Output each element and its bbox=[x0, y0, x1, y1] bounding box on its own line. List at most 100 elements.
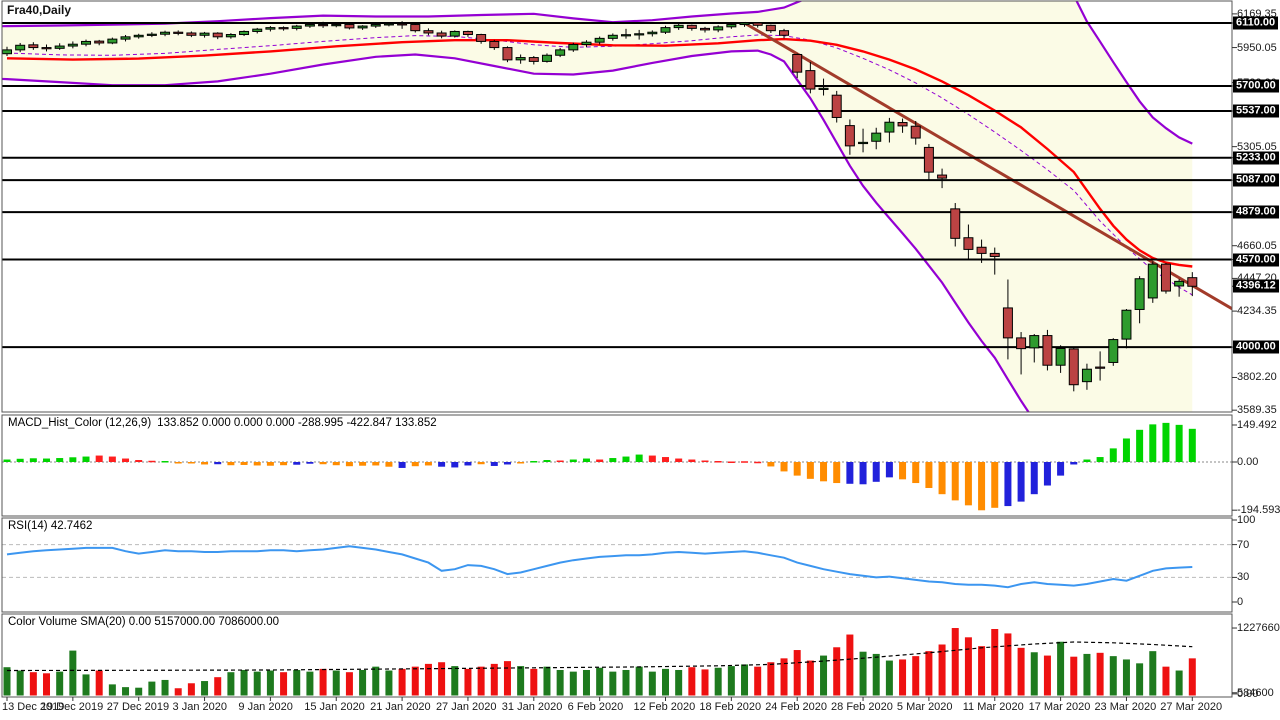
volume-bar bbox=[266, 670, 274, 696]
macd-panel[interactable] bbox=[2, 415, 1232, 516]
bollinger-lower-band bbox=[2, 49, 1030, 412]
symbol-timeframe-label: Fra40,Daily bbox=[7, 3, 72, 17]
price-axis-label: 5950.05 bbox=[1237, 41, 1277, 54]
candle-down bbox=[186, 32, 197, 36]
volume-bar bbox=[372, 666, 380, 696]
price-level-badge: 6110.00 bbox=[1233, 16, 1279, 30]
macd-histogram-bar bbox=[609, 458, 617, 462]
candle-up bbox=[515, 57, 526, 61]
macd-histogram-bar bbox=[1030, 462, 1038, 495]
macd-histogram-bar bbox=[306, 462, 314, 464]
volume-bar bbox=[3, 667, 11, 696]
candle-up bbox=[357, 25, 368, 29]
volume-bar bbox=[227, 672, 235, 696]
candle-up bbox=[581, 41, 592, 46]
candle-down bbox=[436, 32, 447, 37]
volume-bar bbox=[846, 634, 854, 696]
volume-bar bbox=[148, 681, 156, 696]
macd-histogram-bar bbox=[1188, 428, 1196, 462]
rsi-panel[interactable] bbox=[2, 518, 1232, 612]
volume-bar bbox=[556, 669, 564, 696]
macd-histogram-bar bbox=[214, 462, 222, 465]
volume-bar bbox=[214, 677, 222, 696]
candle-down bbox=[502, 47, 513, 61]
macd-histogram-bar bbox=[82, 456, 90, 462]
macd-histogram-bar bbox=[398, 462, 406, 468]
volume-bar bbox=[201, 681, 209, 696]
macd-histogram-bar bbox=[201, 462, 209, 465]
macd-histogram-bar bbox=[332, 462, 340, 466]
volume-bar bbox=[925, 651, 933, 696]
date-label: 6 Feb 2020 bbox=[567, 701, 624, 713]
price-axis-label: 4660.05 bbox=[1237, 239, 1277, 252]
macd-histogram-bar bbox=[543, 460, 551, 462]
candle-up bbox=[858, 141, 869, 145]
red-moving-average bbox=[6, 37, 1193, 268]
macd-histogram-bar bbox=[648, 455, 656, 462]
volume-bar bbox=[648, 671, 656, 696]
volume-bar bbox=[675, 669, 683, 696]
candle-up bbox=[67, 43, 78, 47]
date-label: 27 Jan 2020 bbox=[435, 701, 497, 713]
macd-histogram-bar bbox=[1057, 462, 1065, 476]
macd-histogram-bar bbox=[122, 458, 130, 462]
macd-histogram-bar bbox=[148, 460, 156, 463]
rsi-axis-label: 30 bbox=[1237, 571, 1250, 584]
macd-histogram-bar bbox=[767, 462, 775, 467]
volume-indicator-label: Color Volume SMA(20) 0.00 5157000.00 708… bbox=[8, 616, 280, 628]
volume-plot bbox=[3, 628, 1196, 696]
volume-bar bbox=[1149, 651, 1157, 696]
macd-histogram-bar bbox=[372, 462, 380, 466]
volume-bar bbox=[345, 672, 353, 696]
volume-bar bbox=[135, 687, 143, 696]
candle-down bbox=[344, 24, 355, 29]
macd-histogram-bar bbox=[978, 462, 986, 511]
candle-down bbox=[1068, 348, 1079, 386]
macd-histogram-bar bbox=[464, 462, 472, 466]
candle-down bbox=[989, 252, 1000, 257]
candle-down bbox=[462, 30, 473, 36]
macd-histogram-bar bbox=[56, 458, 64, 462]
macd-histogram-bar bbox=[1096, 457, 1104, 462]
date-label: 19 Dec 2019 bbox=[40, 701, 104, 713]
main-price-panel[interactable] bbox=[2, 1, 1232, 412]
volume-bar bbox=[1162, 666, 1170, 696]
volume-bar bbox=[464, 668, 472, 696]
candle-down bbox=[686, 24, 697, 29]
volume-bar bbox=[622, 669, 630, 696]
candle-up bbox=[133, 34, 144, 38]
macd-histogram-bar bbox=[266, 462, 274, 466]
candle-up bbox=[331, 24, 342, 27]
volume-bar bbox=[1083, 653, 1091, 696]
macd-histogram-bar bbox=[622, 456, 630, 462]
volume-bar bbox=[793, 650, 801, 696]
macd-histogram-bar bbox=[925, 462, 933, 488]
candle-up bbox=[199, 32, 210, 36]
candle-down bbox=[1002, 307, 1013, 339]
price-level-badge: 5087.00 bbox=[1233, 173, 1279, 187]
macd-axis-label: -194.593 bbox=[1237, 504, 1280, 517]
volume-bar bbox=[701, 669, 709, 696]
candle-down bbox=[212, 32, 223, 38]
volume-bar bbox=[253, 671, 261, 696]
macd-histogram-bar bbox=[1122, 438, 1130, 462]
volume-bar bbox=[833, 647, 841, 696]
macd-histogram-bar bbox=[1043, 462, 1051, 486]
macd-histogram-bar bbox=[161, 461, 169, 463]
macd-histogram-bar bbox=[872, 462, 880, 482]
candle-up bbox=[1081, 368, 1092, 383]
candle-up bbox=[607, 34, 618, 39]
volume-bar bbox=[385, 670, 393, 696]
candle-up bbox=[449, 30, 460, 37]
candle-up bbox=[726, 24, 737, 28]
macd-histogram-bar bbox=[912, 462, 920, 484]
volume-bar bbox=[161, 679, 169, 696]
price-axis-label: 3589.35 bbox=[1237, 404, 1277, 417]
date-label: 31 Jan 2020 bbox=[501, 701, 563, 713]
volume-bar bbox=[714, 667, 722, 696]
macd-histogram-bar bbox=[741, 461, 749, 463]
rsi-plot bbox=[2, 544, 1232, 589]
candle-down bbox=[1042, 335, 1053, 366]
